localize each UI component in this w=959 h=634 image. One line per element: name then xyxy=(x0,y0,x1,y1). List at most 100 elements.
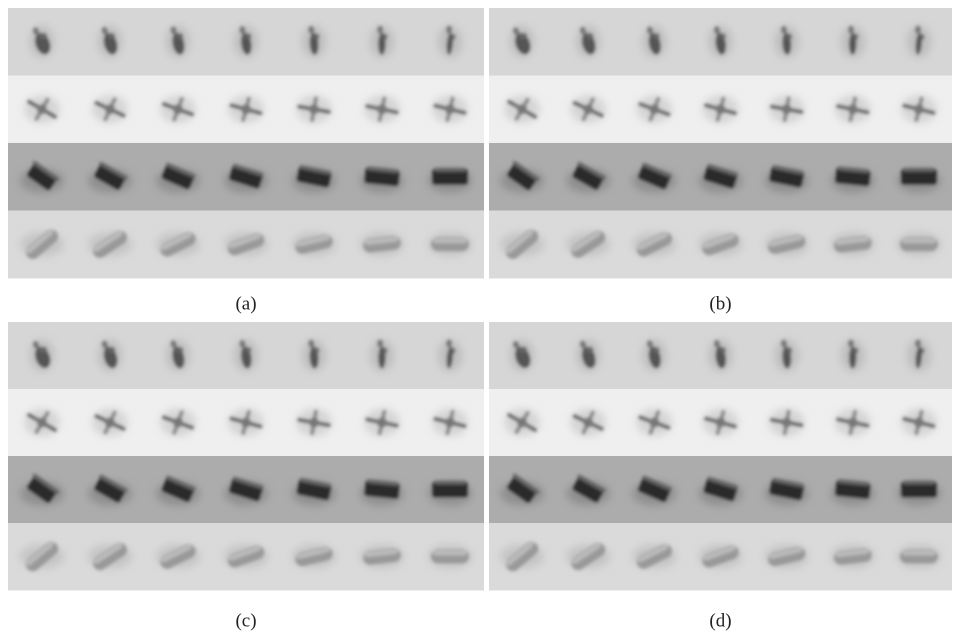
object xyxy=(20,541,64,572)
object-part xyxy=(241,417,251,428)
object xyxy=(504,95,541,124)
object-part xyxy=(176,33,184,40)
object-body xyxy=(572,474,606,503)
object xyxy=(30,339,54,372)
object-part xyxy=(309,417,319,428)
object-part xyxy=(94,476,126,503)
object-part xyxy=(519,346,528,353)
object-body xyxy=(432,480,468,498)
object-body xyxy=(902,96,936,122)
object-part xyxy=(232,476,264,490)
object-body xyxy=(297,409,331,436)
object-body xyxy=(769,409,804,436)
object-part xyxy=(27,476,57,503)
object xyxy=(224,232,268,257)
object-part xyxy=(377,104,387,115)
object-part xyxy=(25,541,59,572)
object-body xyxy=(94,474,128,503)
object xyxy=(360,479,404,506)
object-part xyxy=(505,541,539,572)
object xyxy=(302,339,326,372)
object-part xyxy=(377,339,384,348)
object-part xyxy=(853,347,859,354)
object xyxy=(764,477,809,506)
object xyxy=(570,95,607,124)
object-part xyxy=(837,479,870,486)
object-part xyxy=(713,26,720,35)
object xyxy=(428,480,472,506)
object xyxy=(774,25,799,58)
object-part xyxy=(93,230,123,252)
object-body xyxy=(646,340,661,369)
object-body xyxy=(161,96,195,122)
object-part xyxy=(433,550,467,556)
object xyxy=(428,232,472,257)
object xyxy=(224,163,268,193)
object-part xyxy=(161,164,195,190)
object-body xyxy=(836,96,870,123)
object xyxy=(228,95,264,124)
object-body xyxy=(227,545,265,568)
object-body xyxy=(295,234,333,255)
object-body xyxy=(713,339,726,369)
object xyxy=(156,231,200,257)
object-part xyxy=(308,25,315,34)
object-part xyxy=(719,33,726,40)
object-part xyxy=(506,542,534,566)
object-body xyxy=(295,546,333,567)
object-part xyxy=(780,339,787,348)
object-body xyxy=(899,549,938,564)
object xyxy=(360,166,404,193)
object-part xyxy=(586,33,594,40)
object-body xyxy=(27,473,60,503)
object xyxy=(896,232,941,257)
object-part xyxy=(642,162,672,178)
object-body xyxy=(767,546,806,567)
object-body xyxy=(365,96,399,123)
object-body xyxy=(229,163,264,189)
object-part xyxy=(308,339,315,348)
object-part xyxy=(161,544,192,563)
object-part xyxy=(853,33,859,40)
object-part xyxy=(715,417,726,428)
object-body xyxy=(507,160,540,191)
object-body xyxy=(505,229,539,259)
object-body xyxy=(161,410,195,435)
object-part xyxy=(507,476,537,503)
object-part xyxy=(107,346,116,353)
object-body xyxy=(446,339,456,369)
object-body xyxy=(769,96,804,123)
object-part xyxy=(572,476,604,503)
object-part xyxy=(512,473,540,494)
object xyxy=(20,229,64,259)
object-body xyxy=(229,476,264,502)
object-part xyxy=(445,104,455,115)
object-body xyxy=(160,544,196,569)
object xyxy=(632,231,677,257)
object-part xyxy=(703,545,736,561)
object-body xyxy=(239,339,252,369)
object-part xyxy=(382,347,388,354)
object-part xyxy=(296,547,330,559)
panel-caption: (c) xyxy=(235,610,256,631)
object-part xyxy=(99,474,128,493)
object-body xyxy=(900,480,937,498)
object-body xyxy=(914,25,925,55)
object-part xyxy=(781,417,792,428)
object-body xyxy=(32,27,51,55)
object-part xyxy=(713,339,720,348)
object-part xyxy=(232,163,264,177)
object xyxy=(576,339,601,372)
object xyxy=(768,408,805,437)
object-part xyxy=(786,33,793,40)
object-part xyxy=(506,229,534,254)
object xyxy=(20,160,64,193)
object xyxy=(510,339,535,372)
object-part xyxy=(107,33,116,40)
object xyxy=(708,25,733,58)
object-part xyxy=(446,339,453,348)
object xyxy=(88,230,132,258)
object-part xyxy=(583,417,594,428)
panel-caption: (b) xyxy=(709,293,731,314)
